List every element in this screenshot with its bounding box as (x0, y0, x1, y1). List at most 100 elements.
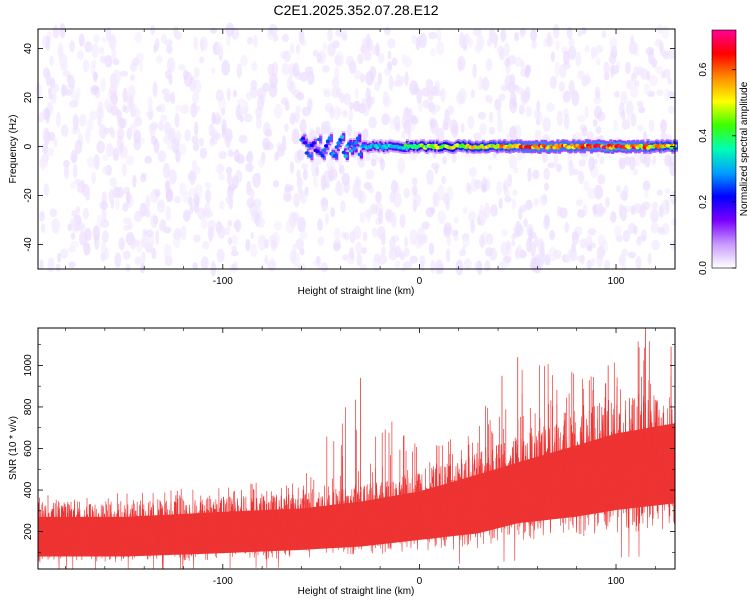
heatmap-cell (567, 248, 576, 258)
heatmap-x-tick-label: 0 (417, 276, 423, 287)
heatmap-cell (280, 51, 288, 59)
heatmap-cell (141, 251, 146, 264)
heatmap-cell (668, 90, 675, 100)
heatmap-cell (79, 113, 87, 127)
heatmap-cell (129, 123, 137, 133)
heatmap-cell (295, 111, 300, 124)
heatmap-cell (42, 67, 50, 79)
heatmap-cell (256, 217, 266, 228)
heatmap-cell (586, 259, 592, 271)
heatmap-cell (386, 209, 394, 223)
heatmap-cell (301, 106, 311, 117)
heatmap-cell (525, 106, 532, 117)
heatmap-cell (193, 166, 201, 175)
heatmap-cell (98, 124, 107, 139)
heatmap-cell (410, 115, 419, 125)
heatmap-cell (46, 147, 55, 157)
heatmap-cell (359, 264, 368, 271)
heatmap-cell (193, 234, 201, 243)
heatmap-cell (162, 162, 170, 179)
heatmap-cell (300, 39, 307, 46)
heatmap-cell (211, 67, 216, 74)
heatmap-cell (484, 202, 491, 219)
heatmap-cell (252, 172, 261, 188)
heatmap-cell (165, 188, 174, 203)
heatmap-cell (504, 74, 514, 90)
heatmap-cell (102, 36, 107, 43)
heatmap-cell (284, 100, 290, 112)
heatmap-cell (246, 180, 252, 196)
heatmap-cell (142, 228, 147, 238)
heatmap-cell (516, 244, 523, 259)
heatmap-cell (583, 180, 590, 192)
heatmap-cell (255, 115, 262, 130)
heatmap-cell (469, 167, 477, 178)
heatmap-cell (596, 253, 603, 268)
heatmap-cell (648, 119, 655, 133)
heatmap-cell (462, 238, 470, 247)
heatmap-cell (39, 259, 44, 270)
heatmap-cell (403, 261, 412, 270)
heatmap-cell (595, 126, 602, 134)
heatmap-y-tick-label: 20 (23, 92, 34, 104)
heatmap-cell (281, 62, 290, 76)
heatmap-cell (362, 38, 367, 48)
heatmap-cell (145, 229, 154, 238)
heatmap-cell (349, 102, 354, 111)
heatmap-cell (194, 121, 199, 137)
snr-line (37, 390, 676, 570)
heatmap-cell (189, 187, 197, 196)
heatmap-cell (629, 156, 636, 171)
heatmap-cell (291, 128, 300, 145)
heatmap-cell (559, 64, 567, 79)
heatmap-cell (369, 66, 377, 81)
heatmap-cell (503, 178, 509, 187)
figure-title: C2E1.2025.352.07.28.E12 (273, 2, 438, 18)
heatmap-cell (595, 44, 604, 54)
heatmap-cell (292, 62, 300, 78)
heatmap-cell (409, 80, 419, 96)
heatmap-cell (638, 106, 646, 114)
heatmap-cell (262, 137, 271, 151)
heatmap-cell (47, 257, 55, 273)
heatmap-cell (101, 207, 107, 223)
heatmap-cell (37, 112, 45, 123)
heatmap-cell (486, 233, 494, 246)
heatmap-cell (393, 115, 401, 130)
heatmap-cell (158, 223, 164, 232)
heatmap-cell (426, 169, 434, 185)
heatmap-cell (334, 227, 341, 241)
heatmap-cell (344, 232, 350, 241)
heatmap-cell (531, 40, 537, 49)
heatmap-cell (59, 23, 66, 39)
heatmap-cell (155, 55, 163, 64)
heatmap-cell (658, 227, 666, 235)
heatmap-cell (292, 252, 300, 268)
heatmap-cell (55, 111, 62, 128)
heatmap-cell (365, 169, 375, 180)
heatmap-cell (500, 259, 510, 268)
heatmap-cell (575, 51, 582, 67)
colorbar-tick-label: 0.6 (698, 62, 709, 76)
heatmap-cell (401, 130, 406, 139)
heatmap-cell (236, 153, 245, 164)
heatmap-cell (527, 167, 532, 182)
heatmap-cell (375, 191, 382, 204)
heatmap-panel: -100 0 100 -40 -20 0 20 40 Height of straight … (8, 22, 678, 297)
heatmap-cell (78, 33, 85, 47)
heatmap-cell (106, 144, 114, 155)
heatmap-cell (125, 263, 131, 272)
heatmap-cell (594, 184, 603, 200)
heatmap-cell (514, 221, 522, 237)
heatmap-y-tick-label: -40 (23, 237, 34, 252)
heatmap-cell (388, 247, 398, 261)
heatmap-cell (289, 112, 296, 125)
heatmap-cell (96, 214, 103, 230)
colorbar-tick-label: 0.4 (698, 128, 709, 142)
heatmap-cell (72, 163, 78, 179)
heatmap-cell (553, 152, 558, 167)
colorbar-tick-label: 0.0 (698, 261, 709, 275)
heatmap-cell (251, 61, 258, 71)
heatmap-cell (610, 65, 620, 75)
snr-series (37, 328, 676, 570)
